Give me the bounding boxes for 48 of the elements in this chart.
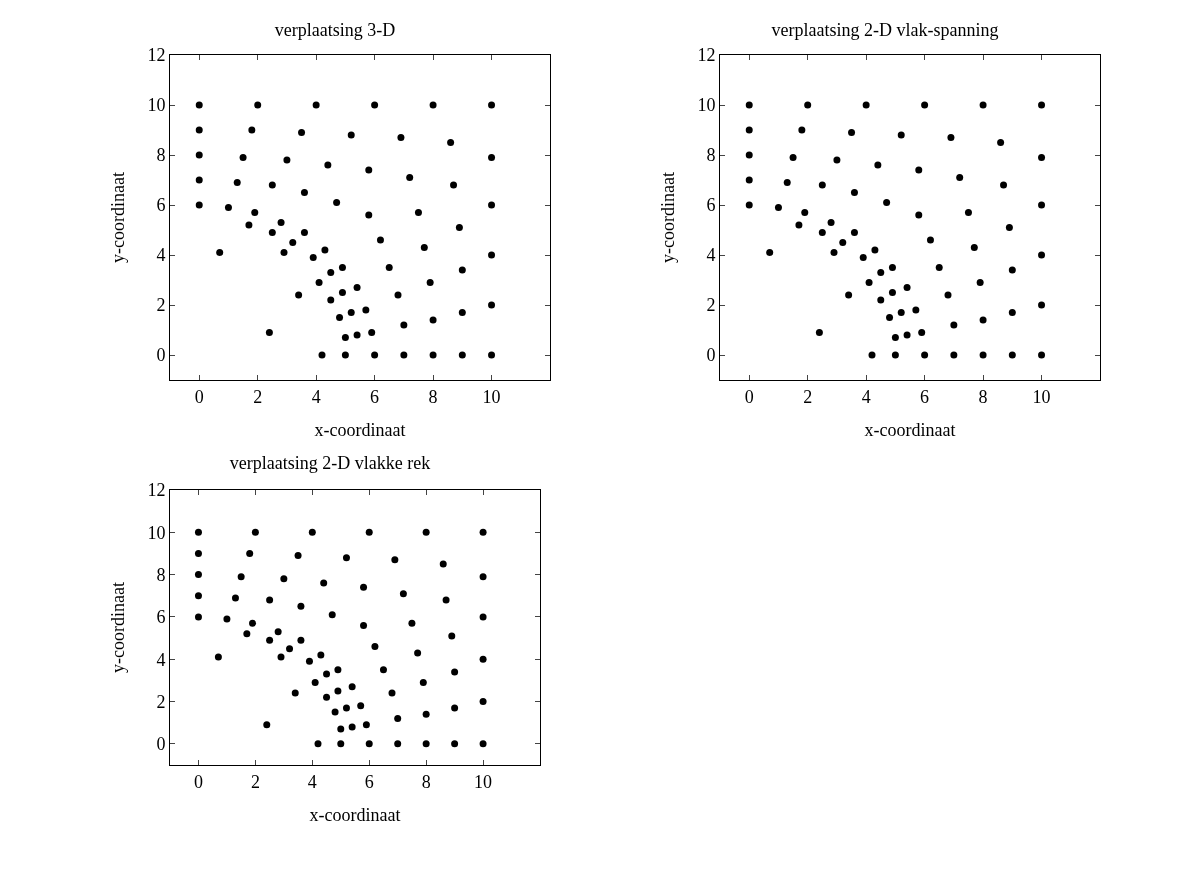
chart-title: verplaatsing 2-D vlakke rek (229, 453, 431, 473)
y-tick-label: 12 (147, 45, 166, 66)
y-tick-label: 2 (156, 295, 166, 316)
x-tick-label: 10 (474, 771, 493, 792)
y-tick-label: 12 (147, 480, 166, 501)
chart-title: verplaatsing 3-D (274, 19, 396, 40)
x-tick-label: 0 (744, 386, 754, 407)
y-tick-label: 4 (156, 649, 166, 670)
x-tick-label: 6 (920, 386, 930, 407)
y-tick-label: 8 (706, 145, 716, 166)
chart-title: verplaatsing 2-D vlak-spanning (771, 19, 999, 40)
y-tick-label: 8 (156, 145, 166, 166)
x-tick-label: 2 (803, 386, 813, 407)
y-tick-label: 0 (156, 345, 166, 366)
x-tick-label: 0 (194, 386, 204, 407)
y-tick-label: 4 (156, 245, 166, 266)
y-tick-label: 6 (706, 195, 716, 216)
y-tick-label: 0 (706, 345, 716, 366)
y-tick-label: 10 (697, 95, 716, 116)
y-tick-label: 2 (156, 691, 166, 712)
x-tick-label: 0 (193, 771, 203, 792)
y-tick-label: 10 (147, 522, 166, 543)
x-tick-label: 8 (421, 771, 431, 792)
x-tick-label: 4 (311, 386, 321, 407)
y-tick-label: 8 (156, 564, 166, 585)
x-tick-label: 6 (370, 386, 380, 407)
x-tick-label: 4 (861, 386, 871, 407)
y-tick-label: 12 (697, 45, 716, 66)
y-tick-label: 6 (156, 195, 166, 216)
x-tick-label: 8 (978, 386, 988, 407)
y-tick-label: 6 (156, 607, 166, 628)
x-tick-label: 2 (253, 386, 263, 407)
y-axis-title: y-coordinaat (108, 582, 128, 673)
y-axis-title: y-coordinaat (108, 172, 128, 263)
x-axis-title: x-coordinaat (314, 420, 406, 440)
x-tick-label: 10 (482, 386, 501, 407)
y-tick-label: 0 (156, 734, 166, 755)
x-tick-label: 6 (364, 771, 374, 792)
x-tick-label: 4 (307, 771, 317, 792)
y-tick-label: 4 (706, 245, 716, 266)
y-axis-title: y-coordinaat (658, 172, 678, 263)
y-tick-label: 2 (706, 295, 716, 316)
x-tick-label: 8 (428, 386, 438, 407)
x-tick-label: 10 (1032, 386, 1051, 407)
x-tick-label: 2 (250, 771, 260, 792)
x-axis-title: x-coordinaat (864, 420, 956, 440)
x-axis-title: x-coordinaat (309, 805, 401, 825)
y-tick-label: 10 (147, 95, 166, 116)
